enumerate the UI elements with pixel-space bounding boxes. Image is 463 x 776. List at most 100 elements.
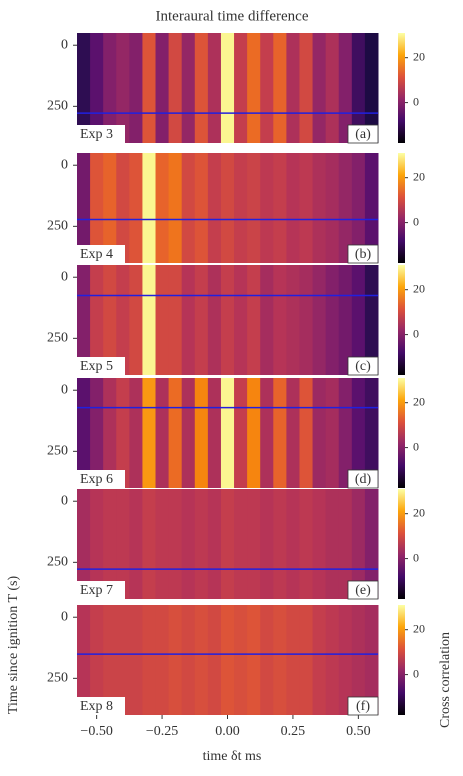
- heat-cell: [338, 265, 353, 375]
- heat-cell: [312, 33, 327, 143]
- tag-box: [347, 244, 379, 264]
- heat-cell: [168, 489, 183, 599]
- heat-cell: [247, 153, 261, 263]
- panel-tag: (a): [355, 127, 371, 142]
- heat-cell: [194, 153, 209, 263]
- heat-cell: [325, 33, 340, 143]
- x-tick-label: 0.25: [281, 724, 306, 739]
- heat-cell: [207, 153, 222, 263]
- panel-tag: (f): [356, 699, 370, 714]
- heat-cell: [325, 153, 340, 263]
- colorbar: [398, 265, 405, 375]
- heat-cell: [286, 489, 300, 599]
- label-box: [77, 470, 125, 488]
- panel-label: Exp 7: [80, 583, 113, 598]
- heat-cell: [286, 153, 300, 263]
- heat-cell: [116, 153, 130, 263]
- heat-cell: [207, 605, 222, 715]
- heat-cell: [364, 153, 379, 263]
- heat-cell: [103, 489, 117, 599]
- heat-cell: [129, 153, 143, 263]
- heat-cell: [181, 378, 196, 488]
- heat-cell: [77, 265, 91, 375]
- heat-cell: [129, 265, 143, 375]
- heat-cell: [351, 378, 366, 488]
- heat-cell: [260, 378, 274, 488]
- colorbar-tick-label: 0: [413, 326, 419, 340]
- heat-cell: [129, 378, 143, 488]
- heat-cell: [103, 605, 117, 715]
- y-tick-label: 250: [47, 671, 68, 686]
- heat-cell: [351, 153, 366, 263]
- colorbar-tick-label: 20: [413, 505, 425, 519]
- heat-cell: [351, 489, 366, 599]
- colorbar: [398, 378, 405, 488]
- heat-cell: [103, 265, 117, 375]
- heat-cell: [247, 33, 261, 143]
- heat-cell: [77, 489, 91, 599]
- heat-cell: [364, 605, 379, 715]
- y-tick-label: 0: [61, 157, 68, 172]
- heat-cell: [103, 153, 117, 263]
- heat-cell: [103, 378, 117, 488]
- heat-cell: [286, 33, 300, 143]
- heat-cell: [234, 605, 248, 715]
- heat-cell: [273, 605, 287, 715]
- heat-cell: [286, 265, 300, 375]
- panel-label: Exp 8: [80, 699, 113, 714]
- heat-cell: [338, 489, 353, 599]
- heat-cell: [194, 489, 209, 599]
- y-tick-label: 0: [61, 382, 68, 397]
- heat-cell: [338, 153, 353, 263]
- heat-cell: [116, 33, 130, 143]
- heat-cell: [129, 605, 143, 715]
- heat-cell: [116, 605, 130, 715]
- heat-cell: [116, 378, 130, 488]
- heat-cell: [129, 489, 143, 599]
- heat-cell: [247, 489, 261, 599]
- heat-cell: [90, 605, 104, 715]
- colorbar: [398, 153, 405, 263]
- heat-cell: [286, 605, 300, 715]
- heat-cell: [312, 153, 327, 263]
- heat-cell: [312, 265, 327, 375]
- heat-cell: [273, 153, 287, 263]
- panel-label: Exp 5: [80, 359, 113, 374]
- heat-cell: [168, 153, 183, 263]
- heat-cell: [77, 153, 91, 263]
- heat-cell: [220, 33, 235, 143]
- heat-cell: [103, 33, 117, 143]
- heat-cell: [351, 265, 366, 375]
- heat-cell: [325, 489, 340, 599]
- heat-cell: [299, 489, 314, 599]
- heat-cell: [299, 265, 314, 375]
- label-box: [77, 697, 125, 715]
- heat-cell: [90, 153, 104, 263]
- heat-cell: [142, 33, 157, 143]
- heat-cell: [194, 378, 209, 488]
- colorbar-tick-label: 20: [413, 169, 425, 183]
- heat-cell: [338, 33, 353, 143]
- heat-cell: [168, 378, 183, 488]
- heat-cell: [116, 265, 130, 375]
- heat-cell: [273, 33, 287, 143]
- colorbar-tick-label: 20: [413, 49, 425, 63]
- tag-box: [347, 124, 379, 144]
- colorbar-tick-label: 0: [413, 666, 419, 680]
- heat-cell: [325, 605, 340, 715]
- heat-cell: [364, 378, 379, 488]
- heat-cell: [207, 378, 222, 488]
- heat-cell: [155, 33, 170, 143]
- heat-cell: [155, 153, 170, 263]
- panel-label: Exp 6: [80, 472, 113, 487]
- x-tick-label: −0.25: [146, 724, 178, 739]
- heat-cell: [351, 33, 366, 143]
- heat-cell: [142, 153, 157, 263]
- heat-cell: [234, 33, 248, 143]
- colorbar: [398, 489, 405, 599]
- heat-cell: [338, 378, 353, 488]
- tag-box: [347, 580, 379, 600]
- heat-cell: [260, 265, 274, 375]
- label-box: [77, 125, 125, 143]
